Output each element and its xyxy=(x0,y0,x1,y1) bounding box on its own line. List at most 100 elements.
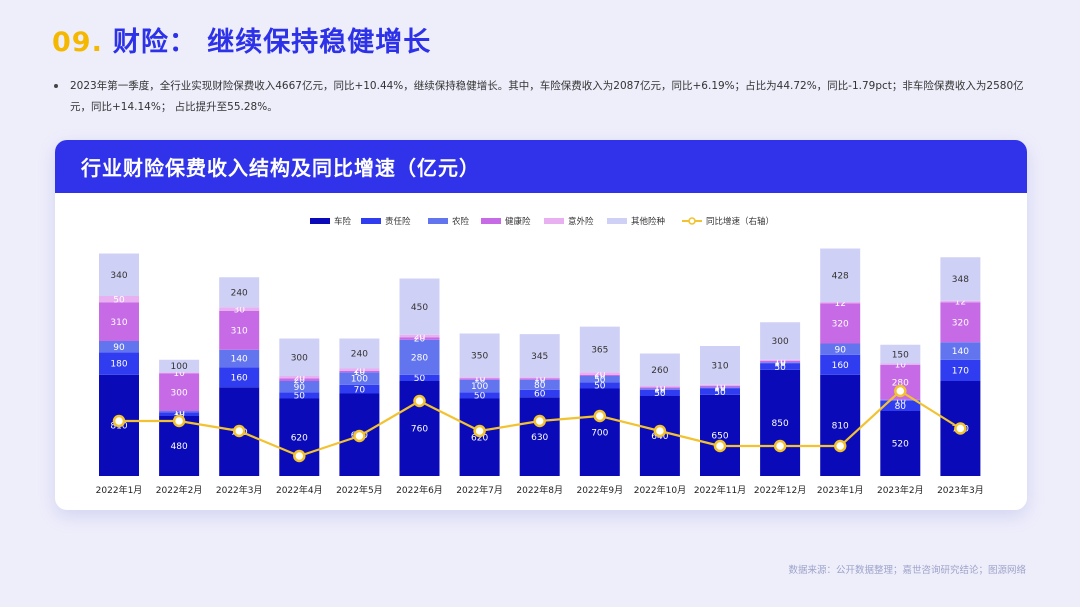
bar-segment xyxy=(339,371,380,373)
bar-value-label: 10 xyxy=(714,382,726,392)
legend-label: 农险 xyxy=(452,216,470,227)
legend-label: 其他险种 xyxy=(631,216,665,227)
bar-value-label: 170 xyxy=(952,367,969,377)
bar-value-label: 345 xyxy=(531,352,548,362)
bar-segment xyxy=(940,359,981,381)
bar-value-label: 700 xyxy=(591,428,608,438)
bar-value-label: 10 xyxy=(774,357,786,367)
bar-segment xyxy=(219,311,260,350)
bar-segment xyxy=(760,359,801,361)
growth-point xyxy=(232,424,246,438)
bar-segment xyxy=(159,372,200,374)
bar-segment xyxy=(339,372,380,385)
bar-value-label: 10 xyxy=(354,368,366,378)
stacked-bar-chart: 车险 责任险 农险 健康险 意外险 其他险种 同比增速（右轴） 810 180 90 310 50 34… xyxy=(96,216,984,496)
bar-value-label: 50 xyxy=(654,389,666,399)
bar-value-label: 350 xyxy=(471,352,488,362)
bar-value-label: 20 xyxy=(414,332,426,342)
legend-label: 意外险 xyxy=(568,216,594,227)
bar-segment xyxy=(519,377,560,379)
bar-value-label: 650 xyxy=(711,432,728,442)
bar-value-label: 428 xyxy=(832,271,849,281)
bar-segment xyxy=(279,392,320,399)
bar-segment xyxy=(219,307,260,311)
bar-segment xyxy=(279,381,320,393)
bar-value-label: 50 xyxy=(774,363,786,373)
bar-segment xyxy=(99,352,139,375)
bar-segment xyxy=(820,248,861,302)
x-tick-label: 2023年1月 xyxy=(817,484,864,496)
x-tick-label: 2022年10月 xyxy=(634,484,686,496)
bar-segment xyxy=(760,361,801,363)
bar-value-label: 100 xyxy=(471,382,488,392)
bar-segment xyxy=(339,384,380,394)
bar-segment xyxy=(880,344,921,364)
x-tick-label: 2022年2月 xyxy=(156,484,203,496)
bar-value-label: 620 xyxy=(471,433,488,443)
x-tick-label: 2023年3月 xyxy=(937,484,984,496)
bar-segment xyxy=(579,376,620,383)
bar-value-label: 90 xyxy=(113,343,125,353)
bar-value-label: 20 xyxy=(594,370,606,380)
legend-swatch xyxy=(310,218,330,224)
bar-value-label: 20 xyxy=(294,373,306,383)
bar-segment xyxy=(99,302,139,341)
bar-segment xyxy=(459,379,500,393)
chart-title: 行业财险保费收入结构及同比增速（亿元） xyxy=(81,156,480,180)
bar-value-label: 90 xyxy=(294,383,306,393)
bar-segment xyxy=(760,363,801,370)
growth-point xyxy=(773,439,787,453)
x-tick-label: 2022年1月 xyxy=(96,484,143,496)
bar-value-label: 10 xyxy=(474,374,486,384)
bar-value-label: 140 xyxy=(231,355,248,365)
bar-value-label: 10 xyxy=(654,385,666,395)
bar-value-label: 480 xyxy=(171,442,188,452)
legend-swatch xyxy=(361,218,381,224)
bar-value-label: 280 xyxy=(892,378,909,388)
legend-swatch xyxy=(607,218,627,224)
bar-value-label: 320 xyxy=(952,318,969,328)
bar-value-label: 70 xyxy=(354,385,366,395)
bar-segment xyxy=(880,363,921,365)
x-tick-label: 2022年3月 xyxy=(216,484,263,496)
bar-segment xyxy=(940,257,981,301)
bar-value-label: 50 xyxy=(294,392,306,402)
growth-point xyxy=(112,414,126,428)
bar-segment xyxy=(700,384,740,386)
x-tick-label: 2022年11月 xyxy=(694,484,746,496)
growth-point xyxy=(473,424,486,438)
bar-value-label: 520 xyxy=(892,440,909,450)
growth-point xyxy=(533,414,546,428)
bar-segment xyxy=(99,253,139,296)
bar-value-label: 50 xyxy=(594,375,606,385)
slide-title-text: 财险： 继续保持稳健增长 xyxy=(112,27,432,58)
x-tick-label: 2023年2月 xyxy=(877,484,924,496)
bar-segment xyxy=(519,389,560,398)
bar-value-label: 810 xyxy=(832,422,849,432)
bar-value-label: 20 xyxy=(354,366,366,376)
growth-point xyxy=(954,422,967,435)
bar-value-label: 10 xyxy=(774,358,786,368)
legend-swatch xyxy=(481,218,501,224)
bar-value-label: 365 xyxy=(591,346,608,356)
growth-point xyxy=(413,394,426,408)
legend-label: 车险 xyxy=(334,216,352,227)
bar-value-label: 10 xyxy=(895,397,907,407)
bar-segment xyxy=(399,334,440,338)
bar-segment xyxy=(459,333,500,378)
bar-segment xyxy=(519,378,560,380)
bar-value-label: 10 xyxy=(654,383,666,393)
x-tick-label: 2022年6月 xyxy=(396,484,443,496)
growth-point xyxy=(653,424,667,438)
bar-value-label: 10 xyxy=(474,375,486,385)
bar-segment xyxy=(219,349,260,368)
bar-segment xyxy=(760,362,801,364)
bar-segment xyxy=(519,334,560,378)
bar-value-label: 320 xyxy=(832,320,849,330)
bar-value-label: 450 xyxy=(411,303,428,313)
bar-segment xyxy=(639,386,680,388)
chart-card: 行业财险保费收入结构及同比增速（亿元） 车险 责任险 农险 健康险 意外险 其他险种 同比增… xyxy=(55,140,1027,510)
bar-value-label: 100 xyxy=(351,375,368,385)
x-tick-label: 2022年8月 xyxy=(516,484,563,496)
bar-segment xyxy=(339,368,380,371)
